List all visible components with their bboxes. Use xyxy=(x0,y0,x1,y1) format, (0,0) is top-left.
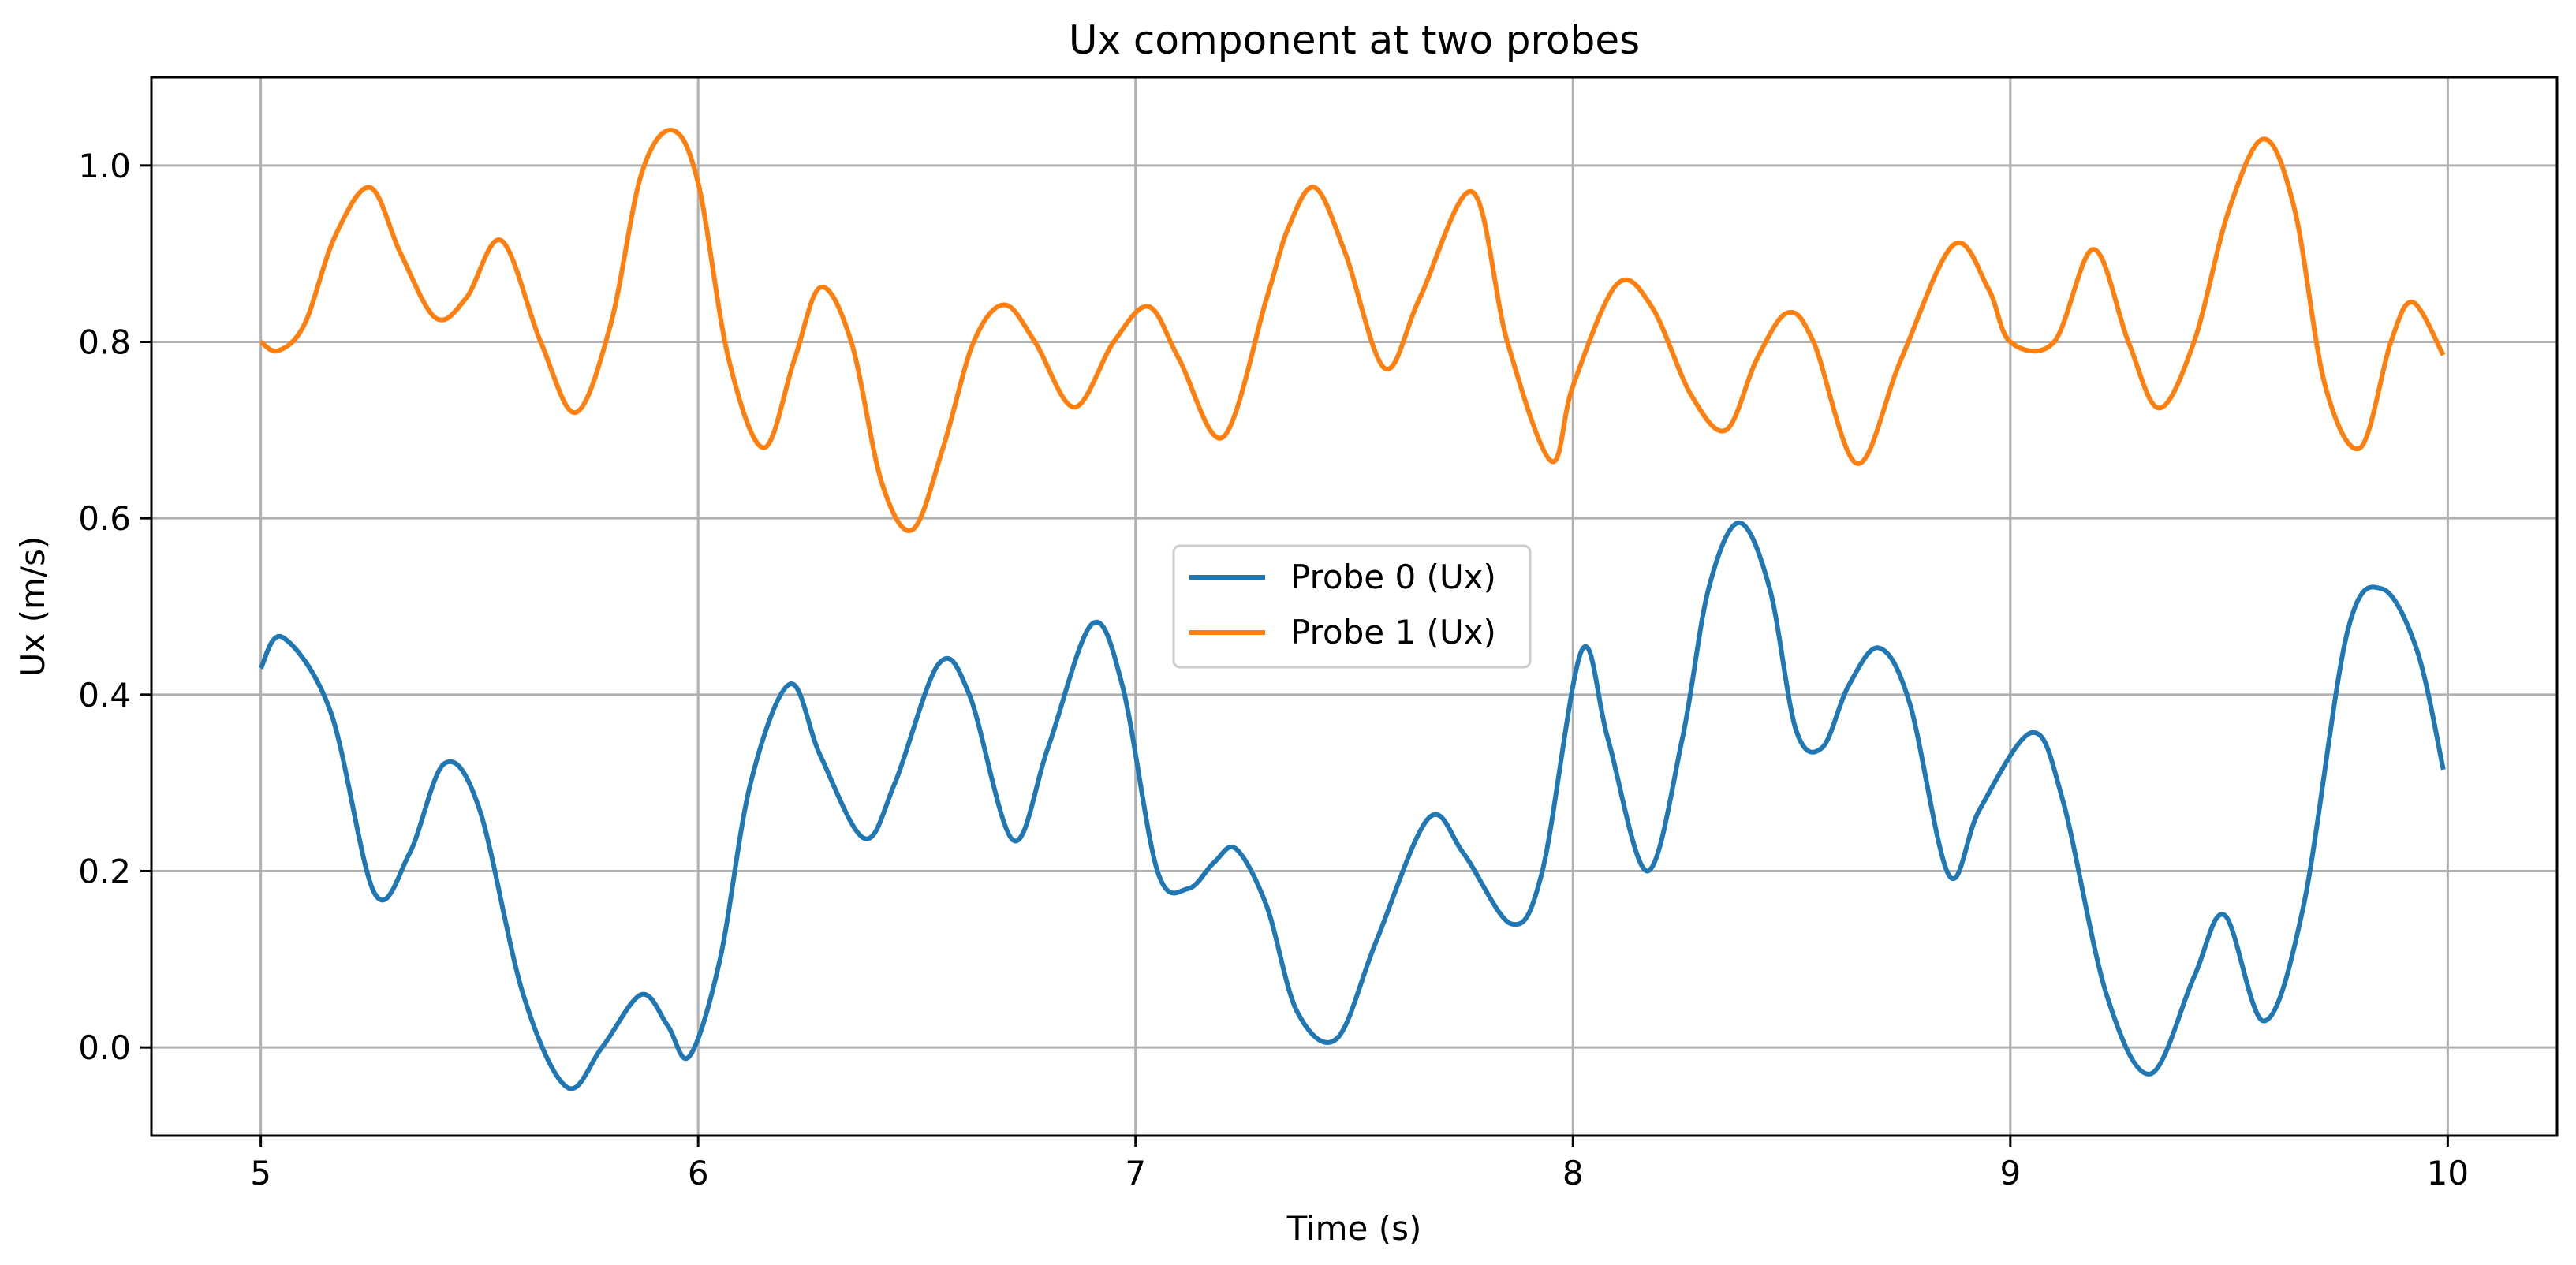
plot-frame xyxy=(150,76,2559,1137)
grid xyxy=(151,77,2557,1136)
y-tick-label: 0.8 xyxy=(78,323,131,362)
legend: Probe 0 (Ux) Probe 1 (Ux) xyxy=(1172,544,1532,669)
y-tick-label: 0.0 xyxy=(78,1028,131,1067)
y-axis-ticks: 0.0 0.2 0.4 0.6 0.8 1.0 xyxy=(78,147,151,1067)
chart-title: Ux component at two probes xyxy=(1069,17,1640,63)
x-tick-label: 7 xyxy=(1125,1154,1146,1192)
x-tick-label: 5 xyxy=(250,1154,271,1192)
x-tick-label: 10 xyxy=(2427,1154,2469,1192)
y-tick-label: 0.6 xyxy=(78,499,131,538)
x-axis-label: Time (s) xyxy=(1286,1209,1422,1248)
y-axis-label: Ux (m/s) xyxy=(13,536,52,677)
x-tick-label: 6 xyxy=(688,1154,709,1192)
series-line-probe-1 xyxy=(259,128,2446,533)
y-tick-label: 0.4 xyxy=(78,676,131,715)
series-layer xyxy=(258,128,2446,1091)
x-tick-label: 8 xyxy=(1562,1154,1584,1192)
x-axis-ticks: 5 6 7 8 9 10 xyxy=(250,1136,2469,1192)
x-tick-label: 9 xyxy=(1999,1154,2021,1192)
y-tick-label: 0.2 xyxy=(78,853,131,891)
y-tick-label: 1.0 xyxy=(78,147,131,185)
series-line-probe-0 xyxy=(258,520,2446,1091)
legend-label-probe-1: Probe 1 (Ux) xyxy=(1290,613,1496,651)
legend-label-probe-0: Probe 0 (Ux) xyxy=(1290,558,1496,596)
